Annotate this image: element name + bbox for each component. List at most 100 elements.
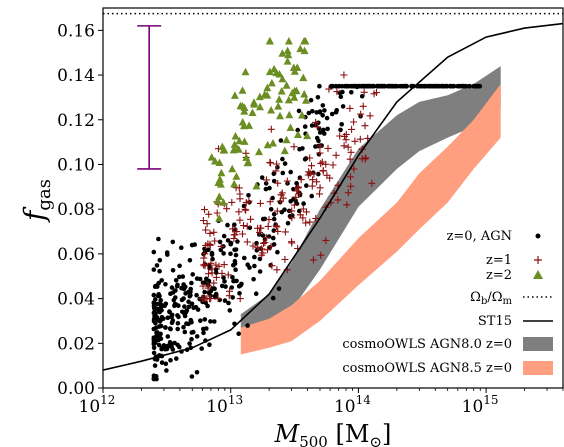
point-z0 bbox=[205, 303, 210, 309]
point-z0 bbox=[165, 315, 171, 321]
point-z2 bbox=[265, 37, 274, 45]
point-z0 bbox=[159, 346, 164, 352]
point-z1 bbox=[202, 226, 210, 234]
point-z0 bbox=[302, 124, 308, 129]
point-z0 bbox=[151, 345, 157, 351]
point-z0 bbox=[207, 342, 212, 348]
point-z0 bbox=[151, 326, 157, 332]
point-z0 bbox=[209, 252, 215, 257]
point-z1 bbox=[273, 223, 281, 231]
point-z0 bbox=[177, 344, 182, 350]
points-layer bbox=[151, 37, 483, 382]
point-z0 bbox=[385, 83, 391, 89]
point-z0 bbox=[321, 127, 326, 133]
point-z1 bbox=[314, 123, 322, 131]
point-z0 bbox=[389, 83, 395, 89]
point-z2 bbox=[243, 158, 252, 167]
point-z0 bbox=[320, 113, 326, 118]
bands-layer bbox=[240, 66, 501, 355]
point-z1 bbox=[239, 230, 246, 238]
point-z2 bbox=[300, 90, 309, 98]
point-z2 bbox=[230, 179, 239, 188]
point-z1 bbox=[272, 222, 280, 230]
point-z0 bbox=[180, 309, 185, 315]
point-z1 bbox=[278, 189, 286, 197]
point-z0 bbox=[340, 104, 346, 109]
point-z0 bbox=[301, 201, 306, 206]
point-z1 bbox=[212, 273, 220, 281]
point-z0 bbox=[208, 319, 213, 324]
legend-band-swatch bbox=[523, 337, 553, 351]
point-z0 bbox=[188, 317, 194, 323]
point-z0 bbox=[177, 263, 182, 269]
point-z1 bbox=[362, 154, 370, 162]
point-z2 bbox=[282, 81, 291, 89]
point-z2 bbox=[219, 146, 228, 154]
legend-marker-z0 bbox=[535, 233, 541, 239]
y-tick-label: 0.04 bbox=[57, 290, 95, 310]
point-z2 bbox=[290, 93, 299, 101]
point-z1 bbox=[256, 199, 264, 207]
point-z2 bbox=[238, 102, 247, 110]
point-z0 bbox=[157, 257, 163, 263]
legend-label: cosmoOWLS AGN8.0 z=0 bbox=[342, 337, 512, 352]
point-z0 bbox=[172, 301, 178, 307]
point-z0 bbox=[338, 127, 343, 133]
point-z0 bbox=[340, 83, 345, 89]
legend-label: ST15 bbox=[478, 314, 512, 329]
point-z0 bbox=[222, 279, 227, 284]
point-z1 bbox=[208, 269, 216, 277]
point-z0 bbox=[156, 236, 161, 242]
point-z2 bbox=[284, 95, 293, 104]
point-z1 bbox=[283, 177, 291, 185]
x-tick-label: 1013 bbox=[206, 393, 243, 417]
point-z0 bbox=[158, 297, 163, 303]
point-z0 bbox=[471, 83, 476, 89]
point-z1 bbox=[316, 142, 324, 150]
point-z1 bbox=[201, 206, 208, 214]
point-z1 bbox=[310, 170, 318, 178]
point-z0 bbox=[263, 186, 269, 192]
point-z0 bbox=[154, 376, 159, 382]
st15-line bbox=[103, 22, 563, 371]
point-z1 bbox=[224, 271, 232, 279]
point-z2 bbox=[285, 110, 294, 119]
point-z0 bbox=[177, 274, 182, 280]
point-z0 bbox=[315, 95, 321, 100]
point-z0 bbox=[180, 274, 186, 279]
legend: z=0, AGN z=1z=2 Ωb/Ωm ST15 cosmoOWLS AGN8.0 … bbox=[342, 229, 553, 376]
y-tick-label: 0.08 bbox=[57, 200, 95, 220]
point-z2 bbox=[302, 96, 310, 104]
point-z0 bbox=[296, 108, 302, 114]
point-z0 bbox=[288, 169, 294, 175]
point-z2 bbox=[275, 95, 284, 103]
point-z1 bbox=[267, 242, 275, 250]
point-z1 bbox=[223, 205, 231, 213]
point-z1 bbox=[361, 155, 369, 163]
point-z0 bbox=[158, 323, 164, 329]
point-z0 bbox=[187, 341, 192, 346]
point-z0 bbox=[444, 83, 450, 89]
point-z0 bbox=[189, 280, 194, 286]
point-z1 bbox=[346, 104, 354, 112]
point-z0 bbox=[317, 83, 322, 89]
point-z0 bbox=[159, 360, 165, 365]
point-z2 bbox=[213, 196, 222, 205]
point-z1 bbox=[313, 178, 321, 186]
point-z0 bbox=[221, 233, 227, 239]
point-z1 bbox=[261, 239, 269, 246]
point-z2 bbox=[274, 102, 283, 110]
point-z2 bbox=[282, 135, 291, 144]
point-z2 bbox=[217, 168, 226, 177]
point-z2 bbox=[215, 175, 224, 183]
point-z2 bbox=[299, 73, 308, 82]
point-z1 bbox=[288, 214, 296, 222]
point-z0 bbox=[173, 278, 179, 283]
point-z1 bbox=[329, 161, 337, 169]
point-z0 bbox=[242, 255, 247, 261]
point-z1 bbox=[242, 206, 250, 214]
y-tick-label: 0.14 bbox=[57, 66, 95, 86]
band-agn80 bbox=[240, 66, 501, 333]
point-z2 bbox=[240, 107, 249, 115]
point-z2 bbox=[278, 74, 287, 83]
